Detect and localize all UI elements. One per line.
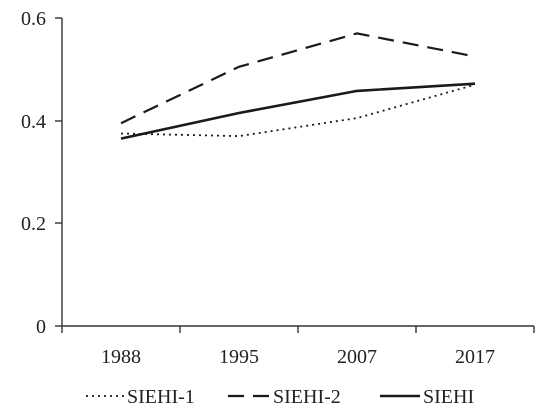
y-tick-label: 0.4: [21, 111, 46, 133]
legend-label: SIEHI: [423, 386, 474, 408]
legend-item-siehi: SIEHI: [380, 386, 474, 408]
legend-item-siehi-1: SIEHI-1: [86, 386, 195, 408]
y-tick-label: 0.6: [21, 8, 46, 30]
legend: SIEHI-1 SIEHI-2 SIEHI: [86, 386, 474, 408]
x-tick-label: 1995: [219, 346, 259, 368]
series-line-siehi-2: [120, 32, 476, 125]
series-line-siehi: [120, 82, 476, 140]
x-axis: 1988 1995 2007 2017: [61, 325, 535, 368]
x-tick-label: 2017: [455, 346, 495, 368]
legend-label: SIEHI-1: [127, 386, 195, 408]
plot-lines: [120, 32, 476, 140]
y-tick-label: 0: [36, 316, 46, 338]
legend-item-siehi-2: SIEHI-2: [228, 386, 341, 408]
legend-label: SIEHI-2: [273, 386, 341, 408]
x-tick-label: 2007: [337, 346, 377, 368]
y-axis: 0.6 0.4 0.2 0: [21, 8, 63, 338]
x-tick-label: 1988: [101, 346, 141, 368]
y-tick-label: 0.2: [21, 213, 46, 235]
